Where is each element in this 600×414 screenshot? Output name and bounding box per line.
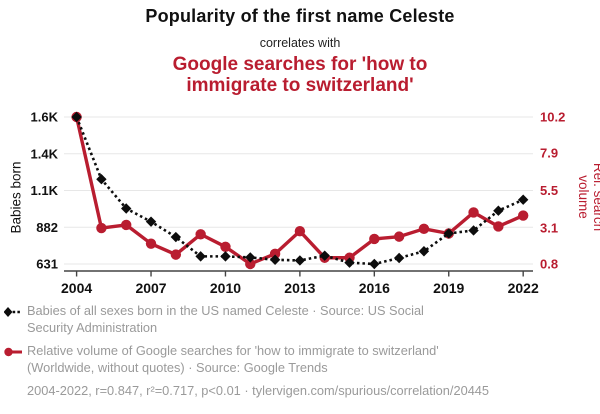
x-tick-label: 2010 [210, 280, 241, 296]
diamond-marker [468, 225, 479, 236]
diamond-marker [96, 174, 107, 185]
x-tick-label: 2022 [508, 280, 539, 296]
diamond-marker [121, 203, 132, 214]
diamond-marker [369, 258, 380, 270]
y-right-tick-label: 10.2 [540, 110, 565, 125]
legend-item-searches: Relative volume of Google searches for '… [4, 343, 596, 376]
circle-marker [145, 238, 157, 249]
circle-marker [517, 210, 529, 221]
page-subtitle: Google searches for 'how to immigrate to… [172, 54, 428, 96]
y-left-tick-label: 1.4K [31, 146, 59, 161]
x-tick-label: 2007 [135, 280, 166, 296]
x-tick-label: 2004 [61, 280, 92, 296]
legend: Babies of all sexes born in the US named… [4, 303, 596, 400]
correlates-with-text: correlates with [259, 36, 341, 50]
dual-axis-line-chart: 2004 2007 2010 2013 2016 2019 2022 1.6K 1.4K 1.1K… [31, 110, 566, 297]
circle-marker [195, 229, 206, 240]
legend-item-label: Relative volume of Google searches for '… [27, 343, 439, 375]
diamond-marker [294, 255, 306, 266]
diamond-marker [493, 205, 504, 216]
y-right-tick-label: 5.5 [540, 183, 558, 198]
diamond-marker [517, 194, 529, 205]
circle-marker [220, 241, 231, 252]
circle-marker [269, 248, 281, 260]
diamond-marker [418, 246, 430, 257]
x-tick-label: 2013 [284, 280, 315, 296]
diamond-marker [269, 254, 281, 265]
circle-marker [493, 221, 504, 232]
x-tick-label: 2016 [359, 280, 390, 296]
diamond-marker [443, 228, 454, 239]
page-title: Popularity of the first name Celeste [145, 6, 455, 26]
y-right-tick-label: 0.8 [540, 257, 558, 272]
legend-item-babies: Babies of all sexes born in the US named… [4, 303, 596, 336]
circle-marker [369, 233, 380, 245]
circle-marker [418, 223, 430, 235]
circle-marker [245, 258, 256, 270]
circle-marker [170, 249, 182, 260]
diamond-marker [71, 111, 82, 123]
circle-marker [393, 231, 405, 242]
diamond-marker [220, 251, 231, 262]
circle-marker [96, 222, 107, 234]
y-left-tick-label: 631 [36, 257, 58, 272]
y-left-tick-label: 1.6K [31, 110, 59, 125]
diamond-marker [170, 231, 182, 243]
y-right-tick-label: 7.9 [540, 145, 558, 160]
diamond-marker [319, 250, 330, 261]
red-circle-solid-icon [4, 347, 22, 357]
circle-marker [294, 225, 306, 237]
diamond-marker [393, 252, 405, 264]
diamond-marker [145, 216, 157, 227]
x-tick-label: 2019 [433, 280, 464, 296]
y-left-tick-label: 1.1K [31, 183, 59, 198]
diamond-marker [195, 251, 206, 262]
legend-item-label: Babies of all sexes born in the US named… [27, 303, 424, 335]
diamond-marker [344, 257, 355, 268]
circle-marker [468, 207, 479, 218]
circle-marker [121, 219, 132, 231]
black-diamond-dashed-icon [4, 307, 22, 317]
stats-footnote: 2004-2022, r=0.847, r²=0.717, p<0.01 · t… [27, 383, 490, 398]
y-left-tick-label: 882 [36, 220, 58, 235]
diamond-marker [245, 252, 256, 263]
y-right-tick-label: 3.1 [540, 221, 558, 236]
